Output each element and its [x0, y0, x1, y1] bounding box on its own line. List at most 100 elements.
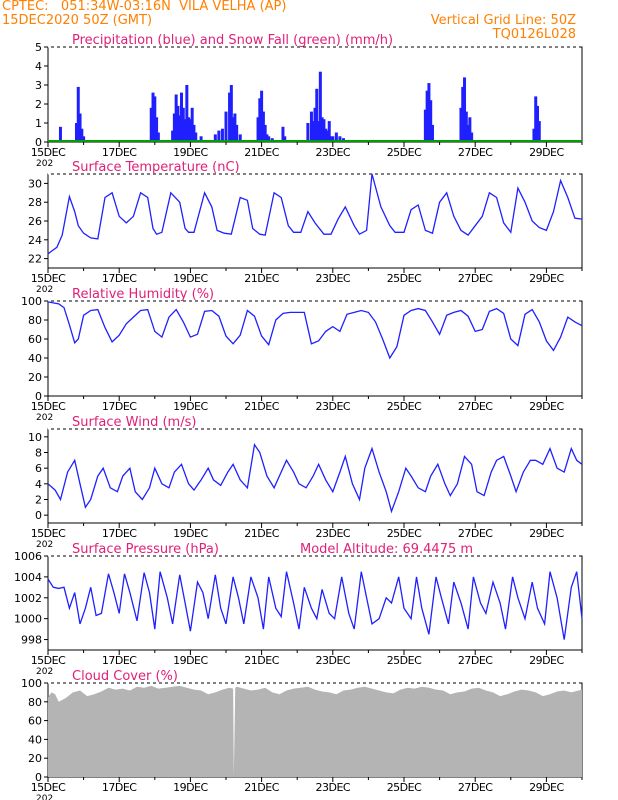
cloud-xtick-label: 29DEC: [529, 781, 564, 794]
precip-bar: [427, 83, 431, 142]
precip-bar: [256, 117, 260, 142]
pressure-ytick-label: 1000: [14, 613, 42, 626]
precip-bar: [537, 121, 541, 142]
precip-bar: [172, 113, 176, 142]
rh-title: Relative Humidity (%): [72, 287, 214, 302]
rh-xtick-label: 17DEC: [102, 400, 137, 413]
header-model-code: TQ0126L028: [492, 27, 576, 42]
precip-bar: [325, 130, 329, 142]
precip-bar: [331, 136, 335, 142]
precip-xtick-label: 25DEC: [387, 146, 422, 159]
wind-xtick-label: 21DEC: [244, 527, 279, 540]
precip-ytick-label: 4: [35, 60, 42, 73]
temp-ytick-label: 22: [28, 253, 42, 266]
precip-bar: [463, 77, 467, 142]
precip-bar: [178, 115, 182, 142]
precip-bar: [155, 117, 159, 142]
precip-bar: [322, 119, 326, 142]
pressure-xtick-label: 27DEC: [458, 654, 493, 667]
precip-bar: [74, 123, 78, 142]
precip-bar: [80, 128, 84, 142]
precip-bar: [190, 107, 194, 142]
temp-ytick-label: 24: [28, 234, 42, 247]
temp-xtick-label: 19DEC: [173, 272, 208, 285]
wind-frame: [47, 428, 583, 524]
rh-ytick-label: 20: [28, 371, 42, 384]
precip-bar: [329, 136, 333, 142]
precip-xtick-label: 23DEC: [315, 146, 350, 159]
precip-bar: [261, 111, 265, 142]
cloud-cover-area: [48, 685, 582, 777]
rh-series-line: [47, 301, 583, 360]
cloud-xtick-label: 23DEC: [315, 781, 350, 794]
temp-year-label: 202: [36, 285, 53, 295]
precip-bar: [313, 107, 317, 142]
rh-xtick-label: 21DEC: [244, 400, 279, 413]
precip-year-label: 202: [36, 159, 53, 169]
pressure-ytick-label: 1004: [14, 571, 42, 584]
precip-bar: [536, 105, 539, 142]
precip-bar: [260, 90, 264, 142]
precip-bar: [338, 136, 342, 142]
precip-ytick-label: 1: [35, 117, 42, 130]
pressure-frame: [47, 555, 583, 651]
precip-bar: [224, 111, 228, 142]
cloud-year-label: 202: [36, 794, 53, 800]
precip-bar: [192, 124, 196, 142]
wind-xtick-label: 27DEC: [458, 527, 493, 540]
temp-title: Surface Temperature (nC): [72, 160, 240, 175]
precip-bar: [315, 88, 319, 142]
wind-ytick-label: 10: [28, 431, 42, 444]
rh-frame: [47, 300, 583, 397]
temp-xtick-label: 15DEC: [31, 272, 66, 285]
cloud-xtick-label: 27DEC: [458, 781, 493, 794]
cloud-xtick-label: 19DEC: [173, 781, 208, 794]
precip-xtick-label: 21DEC: [244, 146, 279, 159]
cloud-xtick-label: 21DEC: [244, 781, 279, 794]
temp-xtick-label: 17DEC: [102, 272, 137, 285]
cloud-ytick-label: 100: [21, 677, 42, 690]
precip-bar: [265, 134, 269, 142]
rh-xtick-label: 23DEC: [315, 400, 350, 413]
precip-bar: [324, 128, 328, 142]
rh-ytick-label: 0: [35, 390, 42, 403]
rh-year-label: 202: [36, 413, 53, 423]
precip-bar: [327, 121, 331, 142]
rh-ytick-label: 100: [21, 295, 42, 308]
precip-bar: [229, 85, 233, 142]
precip-bar: [238, 134, 242, 142]
precip-bar: [194, 132, 198, 142]
cloud-xtick-label: 25DEC: [387, 781, 422, 794]
precip-bar: [185, 85, 189, 142]
pressure-ytick-label: 998: [21, 634, 42, 647]
precip-bar: [309, 111, 313, 142]
wind-xtick-label: 23DEC: [315, 527, 350, 540]
rh-xtick-label: 15DEC: [31, 400, 66, 413]
precip-bar: [317, 121, 321, 142]
precip-xtick-label: 29DEC: [529, 146, 564, 159]
precip-bar: [188, 119, 192, 142]
precip-bar: [180, 92, 183, 142]
rh-xtick-label: 25DEC: [387, 400, 422, 413]
precip-bar: [233, 113, 237, 142]
wind-xtick-label: 19DEC: [173, 527, 208, 540]
pressure-xtick-label: 29DEC: [529, 654, 564, 667]
rh-xtick-label: 19DEC: [173, 400, 208, 413]
precip-ytick-label: 5: [35, 41, 42, 54]
pressure-year-label: 202: [36, 667, 53, 677]
precip-ytick-label: 3: [35, 79, 42, 92]
header-date: 15DEC2020 50Z (GMT): [2, 13, 153, 28]
precip-bar: [258, 98, 262, 142]
precip-bar: [461, 86, 465, 142]
precip-bar: [217, 130, 221, 142]
precip-bar: [183, 119, 187, 142]
precip-bar: [231, 117, 235, 142]
pressure-series-line: [47, 571, 583, 640]
temp-ytick-label: 30: [28, 177, 42, 190]
precip-bar: [267, 136, 271, 142]
rh-xtick-label: 27DEC: [458, 400, 493, 413]
precip-bar: [468, 117, 472, 142]
wind-xtick-label: 29DEC: [529, 527, 564, 540]
temp-xtick-label: 25DEC: [387, 272, 422, 285]
wind-ytick-label: 2: [35, 494, 42, 507]
